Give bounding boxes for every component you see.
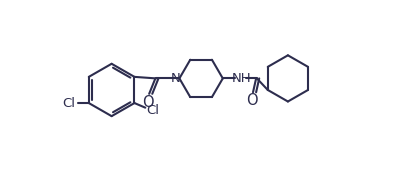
Text: O: O bbox=[143, 95, 154, 110]
Text: NH: NH bbox=[231, 72, 251, 85]
Text: Cl: Cl bbox=[62, 97, 75, 110]
Text: N: N bbox=[171, 72, 180, 85]
Text: Cl: Cl bbox=[146, 104, 160, 117]
Text: O: O bbox=[247, 93, 258, 108]
